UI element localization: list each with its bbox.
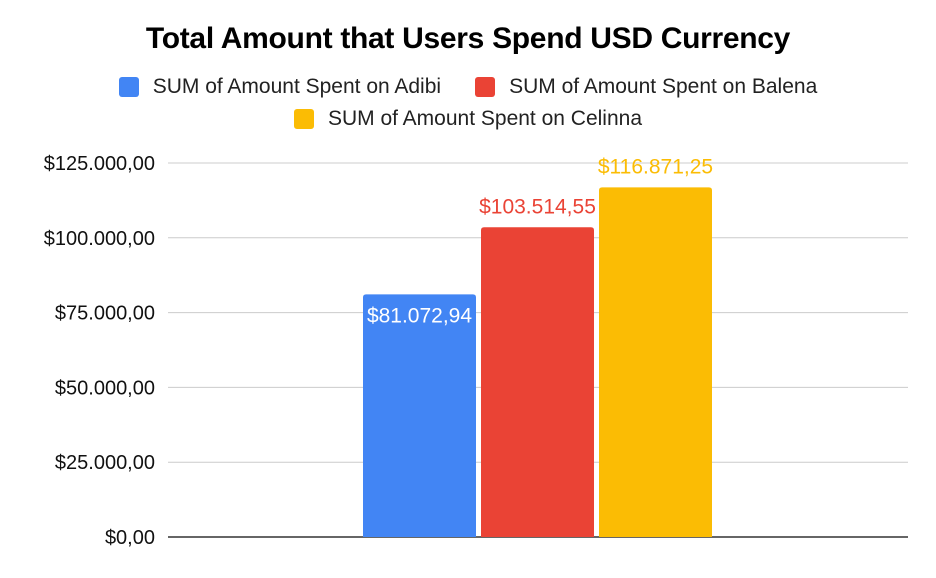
legend-label-adibi: SUM of Amount Spent on Adibi (152, 75, 442, 98)
legend-label-celinna: SUM of Amount Spent on Celinna (327, 107, 642, 130)
legend-item-celinna[interactable]: SUM of Amount Spent on Celinna (293, 107, 642, 131)
data-label-balena: $103.514,55 (479, 195, 596, 218)
bar-adibi (363, 294, 476, 537)
bar-balena (481, 227, 594, 537)
legend-row-2: SUM of Amount Spent on Celinna (0, 107, 936, 131)
legend-swatch-adibi (118, 77, 139, 97)
chart-title: Total Amount that Users Spend USD Curren… (145, 22, 791, 55)
y-tick-label: $75.000,00 (55, 303, 155, 325)
y-tick-label: $25.000,00 (55, 452, 155, 474)
data-label-adibi: $81.072,94 (367, 304, 472, 327)
legend-label-balena: SUM of Amount Spent on Balena (509, 75, 818, 98)
y-tick-label: $125.000,00 (44, 153, 155, 175)
legend-item-adibi[interactable]: SUM of Amount Spent on Adibi (118, 75, 442, 99)
y-tick-label: $50.000,00 (55, 377, 155, 399)
legend-swatch-balena (475, 77, 496, 97)
legend-row-1: SUM of Amount Spent on Adibi SUM of Amou… (0, 75, 936, 99)
y-tick-label: $0,00 (105, 527, 155, 549)
y-tick-label: $100.000,00 (44, 228, 155, 250)
legend-swatch-celinna (293, 109, 314, 129)
bar-celinna (599, 187, 712, 537)
data-label-celinna: $116.871,25 (598, 155, 713, 178)
legend-item-balena[interactable]: SUM of Amount Spent on Balena (475, 75, 817, 99)
